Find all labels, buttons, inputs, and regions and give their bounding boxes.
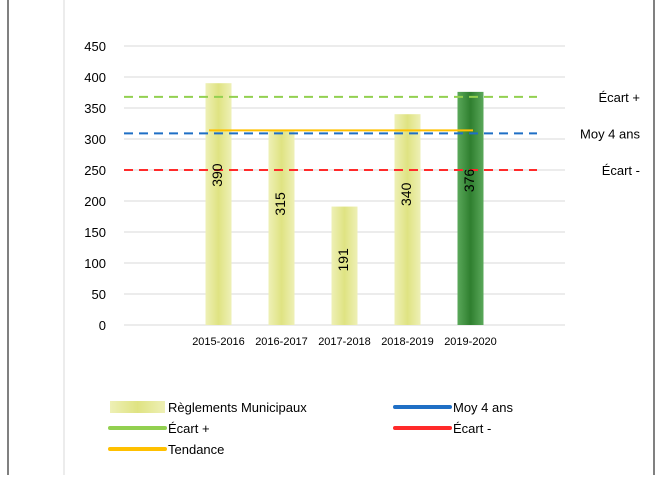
x-tick-label: 2017-2018	[318, 336, 371, 348]
legend-label: Règlements Municipaux	[168, 400, 307, 415]
bar	[268, 129, 295, 325]
bar-value-label: 340	[398, 182, 414, 206]
y-tick-label: 150	[84, 225, 106, 240]
bar	[331, 206, 358, 325]
y-tick-label: 50	[92, 287, 106, 302]
bar-value-label: 191	[335, 248, 351, 272]
x-tick-label: 2019-2020	[444, 336, 497, 348]
bar-value-label: 315	[272, 192, 288, 216]
y-tick-label: 400	[84, 70, 106, 85]
legend-label: Écart +	[168, 421, 210, 436]
y-tick-label: 250	[84, 163, 106, 178]
legend-swatch	[110, 401, 165, 413]
x-tick-label: 2018-2019	[381, 336, 434, 348]
y-tick-label: 100	[84, 256, 106, 271]
x-tick-label: 2015-2016	[192, 336, 245, 348]
reference-line-label: Écart -	[602, 163, 640, 178]
legend-label: Écart -	[453, 421, 491, 436]
y-tick-label: 200	[84, 194, 106, 209]
legend-label: Tendance	[168, 442, 224, 457]
bar-value-label: 376	[461, 169, 477, 193]
y-tick-label: 0	[99, 318, 106, 333]
y-tick-label: 450	[84, 39, 106, 54]
y-tick-label: 300	[84, 132, 106, 147]
x-tick-label: 2016-2017	[255, 336, 308, 348]
bar	[205, 83, 232, 325]
bar	[394, 114, 421, 325]
y-tick-label: 350	[84, 101, 106, 116]
bar-value-label: 390	[209, 163, 225, 187]
bar	[457, 91, 484, 325]
reference-line-label: Écart +	[598, 90, 640, 105]
legend-label: Moy 4 ans	[453, 400, 513, 415]
reference-line-label: Moy 4 ans	[580, 126, 640, 141]
